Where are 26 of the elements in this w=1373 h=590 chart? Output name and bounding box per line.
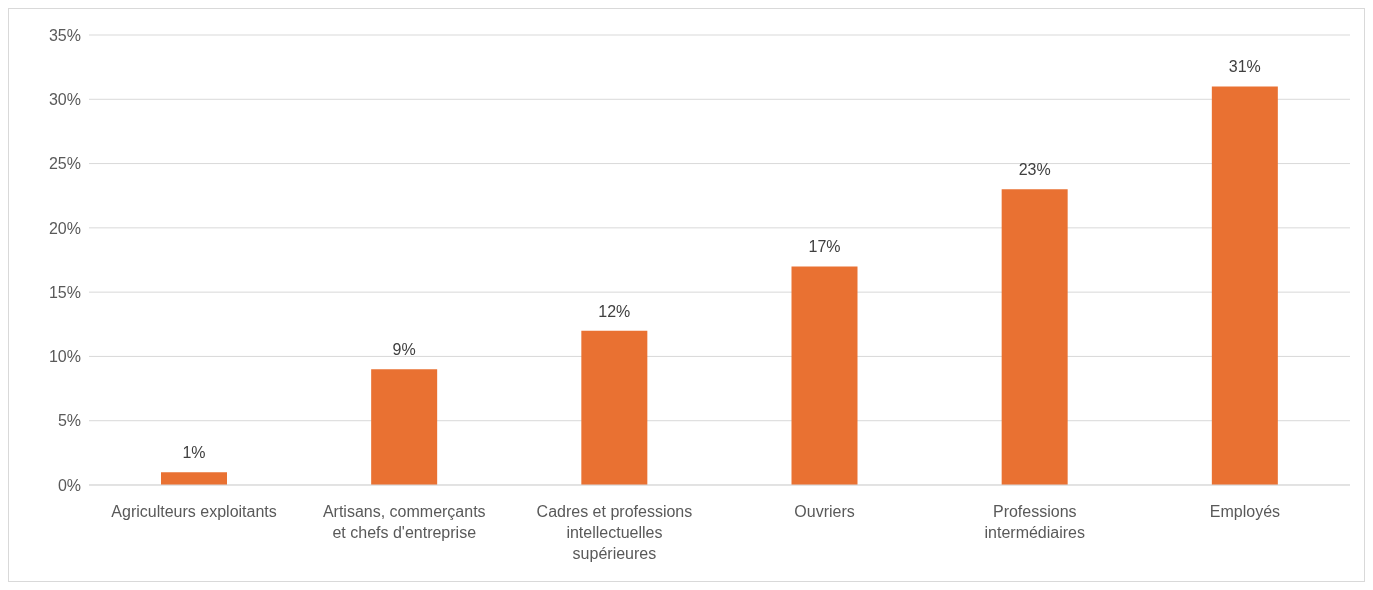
bar: [1001, 189, 1068, 485]
y-tick-label: 25%: [48, 155, 81, 173]
data-label: 12%: [598, 302, 631, 320]
data-label: 31%: [1228, 58, 1261, 76]
y-tick-label: 15%: [48, 283, 81, 301]
data-label: 9%: [392, 341, 416, 359]
x-tick-label: Artisans, commerçants et chefs d'entreprise: [322, 503, 486, 541]
bar: [1211, 86, 1278, 485]
y-tick-label: 5%: [57, 412, 81, 430]
x-tick-label: Employés: [1209, 503, 1281, 520]
y-tick-label: 30%: [48, 90, 81, 108]
y-tick-label: 10%: [48, 348, 81, 366]
bar: [161, 472, 227, 485]
x-tick-label: Ouvriers: [794, 503, 855, 520]
bar: [581, 330, 648, 485]
bar: [371, 369, 438, 485]
x-tick-label: Agriculteurs exploitants: [111, 503, 277, 520]
y-tick-label: 35%: [48, 26, 81, 44]
bar: [791, 266, 858, 485]
y-tick-label: 20%: [48, 219, 81, 237]
data-label: 1%: [182, 444, 206, 462]
x-tick-label: Professions intermédiaires: [984, 503, 1085, 541]
y-tick-label: 0%: [57, 476, 81, 494]
data-label: 17%: [808, 238, 841, 256]
data-label: 23%: [1018, 161, 1051, 179]
x-tick-label: Cadres et professions intellectuelles supérieures: [536, 503, 693, 562]
